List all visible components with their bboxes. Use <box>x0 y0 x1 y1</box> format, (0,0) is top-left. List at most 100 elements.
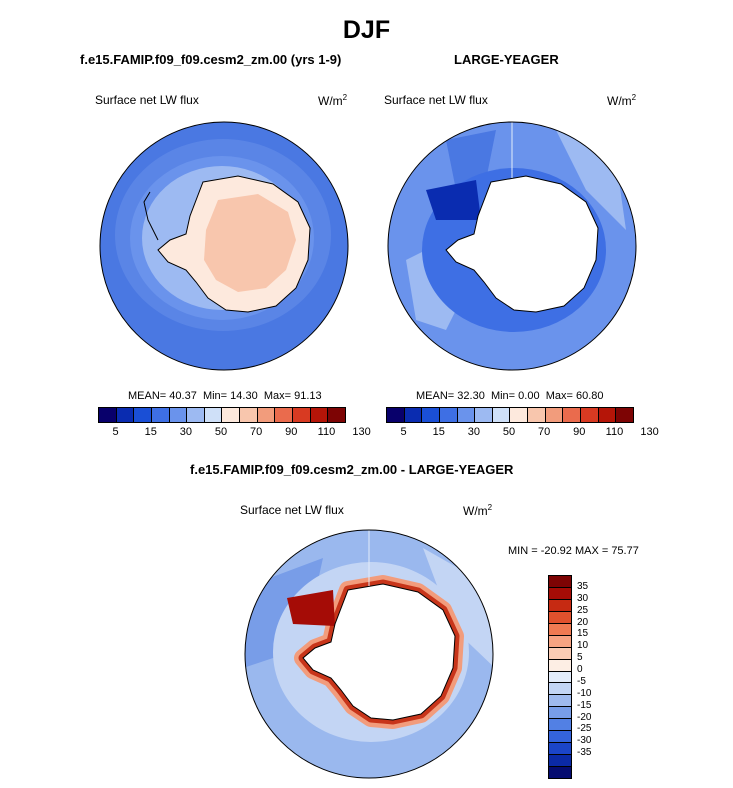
colorbar-swatch <box>169 408 188 422</box>
colorbar-swatch <box>549 623 571 636</box>
colorbar-swatch <box>204 408 223 422</box>
colorbar-tick-label: 25 <box>577 604 589 616</box>
colorbar-tick-label: 15 <box>144 426 157 438</box>
colorbar-swatch <box>328 408 345 422</box>
right-unit-label: W/m2 <box>607 93 637 108</box>
colorbar-swatch <box>598 408 617 422</box>
right-polar-map <box>387 121 637 371</box>
colorbar-swatch <box>545 408 564 422</box>
left-polar-map <box>99 121 349 371</box>
colorbar-swatch <box>549 671 571 684</box>
colorbar-swatch <box>240 408 258 422</box>
colorbar-tick-label: 50 <box>502 426 516 438</box>
colorbar-tick-label: 70 <box>538 426 551 438</box>
colorbar-tick-label: 15 <box>432 426 445 438</box>
colorbar-swatch <box>549 599 571 612</box>
colorbar-tick-label: 130 <box>352 426 371 438</box>
colorbar-tick-label: -5 <box>577 675 586 687</box>
diff-colorbar-ticks: 35 30 25 20 15 10 5 0 -5 -10 -15 -20 -25 -30 -35 <box>577 575 617 777</box>
colorbar-swatch <box>549 587 571 600</box>
colorbar-swatch <box>549 695 571 708</box>
colorbar-swatch <box>99 408 117 422</box>
left-variable-label: Surface net LW flux <box>95 93 199 107</box>
colorbar-swatch <box>422 408 440 422</box>
colorbar-swatch <box>549 719 571 732</box>
colorbar-swatch <box>549 731 571 744</box>
diff-unit-label: W/m2 <box>463 503 493 518</box>
colorbar-swatch <box>116 408 135 422</box>
colorbar-swatch <box>293 408 311 422</box>
colorbar-tick-label: 110 <box>317 426 336 438</box>
diff-variable-label: Surface net LW flux <box>240 503 344 517</box>
colorbar-swatch <box>549 647 571 660</box>
left-panel-title: f.e15.FAMIP.f09_f09.cesm2_zm.00 (yrs 1-9… <box>80 52 342 67</box>
colorbar-swatch <box>404 408 423 422</box>
colorbar-tick-label: -35 <box>577 747 592 759</box>
right-colorbar <box>386 407 634 423</box>
diff-antarctica-missing <box>302 583 456 721</box>
colorbar-tick-label: 90 <box>573 426 586 438</box>
colorbar-swatch <box>439 408 458 422</box>
colorbar-swatch <box>549 611 571 624</box>
colorbar-swatch <box>475 408 493 422</box>
colorbar-swatch <box>257 408 276 422</box>
right-antarctica-missing <box>445 175 599 313</box>
colorbar-swatch <box>549 755 571 767</box>
colorbar-tick-label: 15 <box>577 628 589 640</box>
diff-polar-map <box>244 529 494 779</box>
right-variable-label: Surface net LW flux <box>384 93 488 107</box>
colorbar-tick-label: -10 <box>577 687 592 699</box>
colorbar-tick-label: 70 <box>250 426 263 438</box>
colorbar-swatch <box>275 408 294 422</box>
colorbar-tick-label: -30 <box>577 735 592 747</box>
colorbar-swatch <box>134 408 152 422</box>
colorbar-swatch <box>581 408 599 422</box>
colorbar-tick-label: 5 <box>577 652 583 664</box>
right-stats: MEAN= 32.30 Min= 0.00 Max= 60.80 <box>416 390 604 402</box>
colorbar-swatch <box>528 408 546 422</box>
colorbar-tick-label: -20 <box>577 711 592 723</box>
colorbar-tick-label: -25 <box>577 723 592 735</box>
colorbar-swatch <box>549 767 571 778</box>
colorbar-tick-label: 20 <box>577 616 589 628</box>
colorbar-swatch <box>549 576 571 588</box>
colorbar-swatch <box>549 707 571 720</box>
colorbar-tick-label: 5 <box>112 426 119 438</box>
diff-minmax: MIN = -20.92 MAX = 75.77 <box>508 545 639 557</box>
left-stats: MEAN= 40.37 Min= 14.30 Max= 91.13 <box>128 390 322 402</box>
colorbar-swatch <box>457 408 476 422</box>
right-panel-title: LARGE-YEAGER <box>454 52 559 67</box>
right-colorbar-ticks: 5 15 30 50 70 90 110 130 <box>386 426 659 440</box>
colorbar-swatch <box>549 659 571 672</box>
colorbar-tick-label: 5 <box>400 426 407 438</box>
colorbar-swatch <box>310 408 329 422</box>
colorbar-tick-label: 110 <box>605 426 624 438</box>
left-colorbar <box>98 407 346 423</box>
diff-panel-title: f.e15.FAMIP.f09_f09.cesm2_zm.00 - LARGE-… <box>190 462 514 477</box>
colorbar-swatch <box>387 408 405 422</box>
colorbar-tick-label: 30 <box>467 426 480 438</box>
left-unit-label: W/m2 <box>318 93 348 108</box>
colorbar-tick-label: 30 <box>179 426 192 438</box>
diff-colorbar <box>548 575 572 779</box>
colorbar-swatch <box>563 408 582 422</box>
colorbar-swatch <box>510 408 529 422</box>
colorbar-tick-label: 35 <box>577 580 589 592</box>
colorbar-swatch <box>549 683 571 696</box>
figure-title: DJF <box>342 16 391 44</box>
colorbar-tick-label: 0 <box>577 664 583 676</box>
colorbar-tick-label: 90 <box>285 426 298 438</box>
colorbar-swatch <box>222 408 241 422</box>
colorbar-tick-label: 10 <box>577 640 589 652</box>
left-colorbar-ticks: 5 15 30 50 70 90 110 130 <box>98 426 371 440</box>
colorbar-swatch <box>549 743 571 756</box>
colorbar-swatch <box>549 635 571 648</box>
colorbar-swatch <box>492 408 511 422</box>
colorbar-tick-label: 50 <box>214 426 228 438</box>
colorbar-swatch <box>616 408 633 422</box>
colorbar-swatch <box>151 408 170 422</box>
colorbar-tick-label: 130 <box>640 426 659 438</box>
colorbar-tick-label: 30 <box>577 592 589 604</box>
colorbar-tick-label: -15 <box>577 699 592 711</box>
colorbar-swatch <box>187 408 205 422</box>
